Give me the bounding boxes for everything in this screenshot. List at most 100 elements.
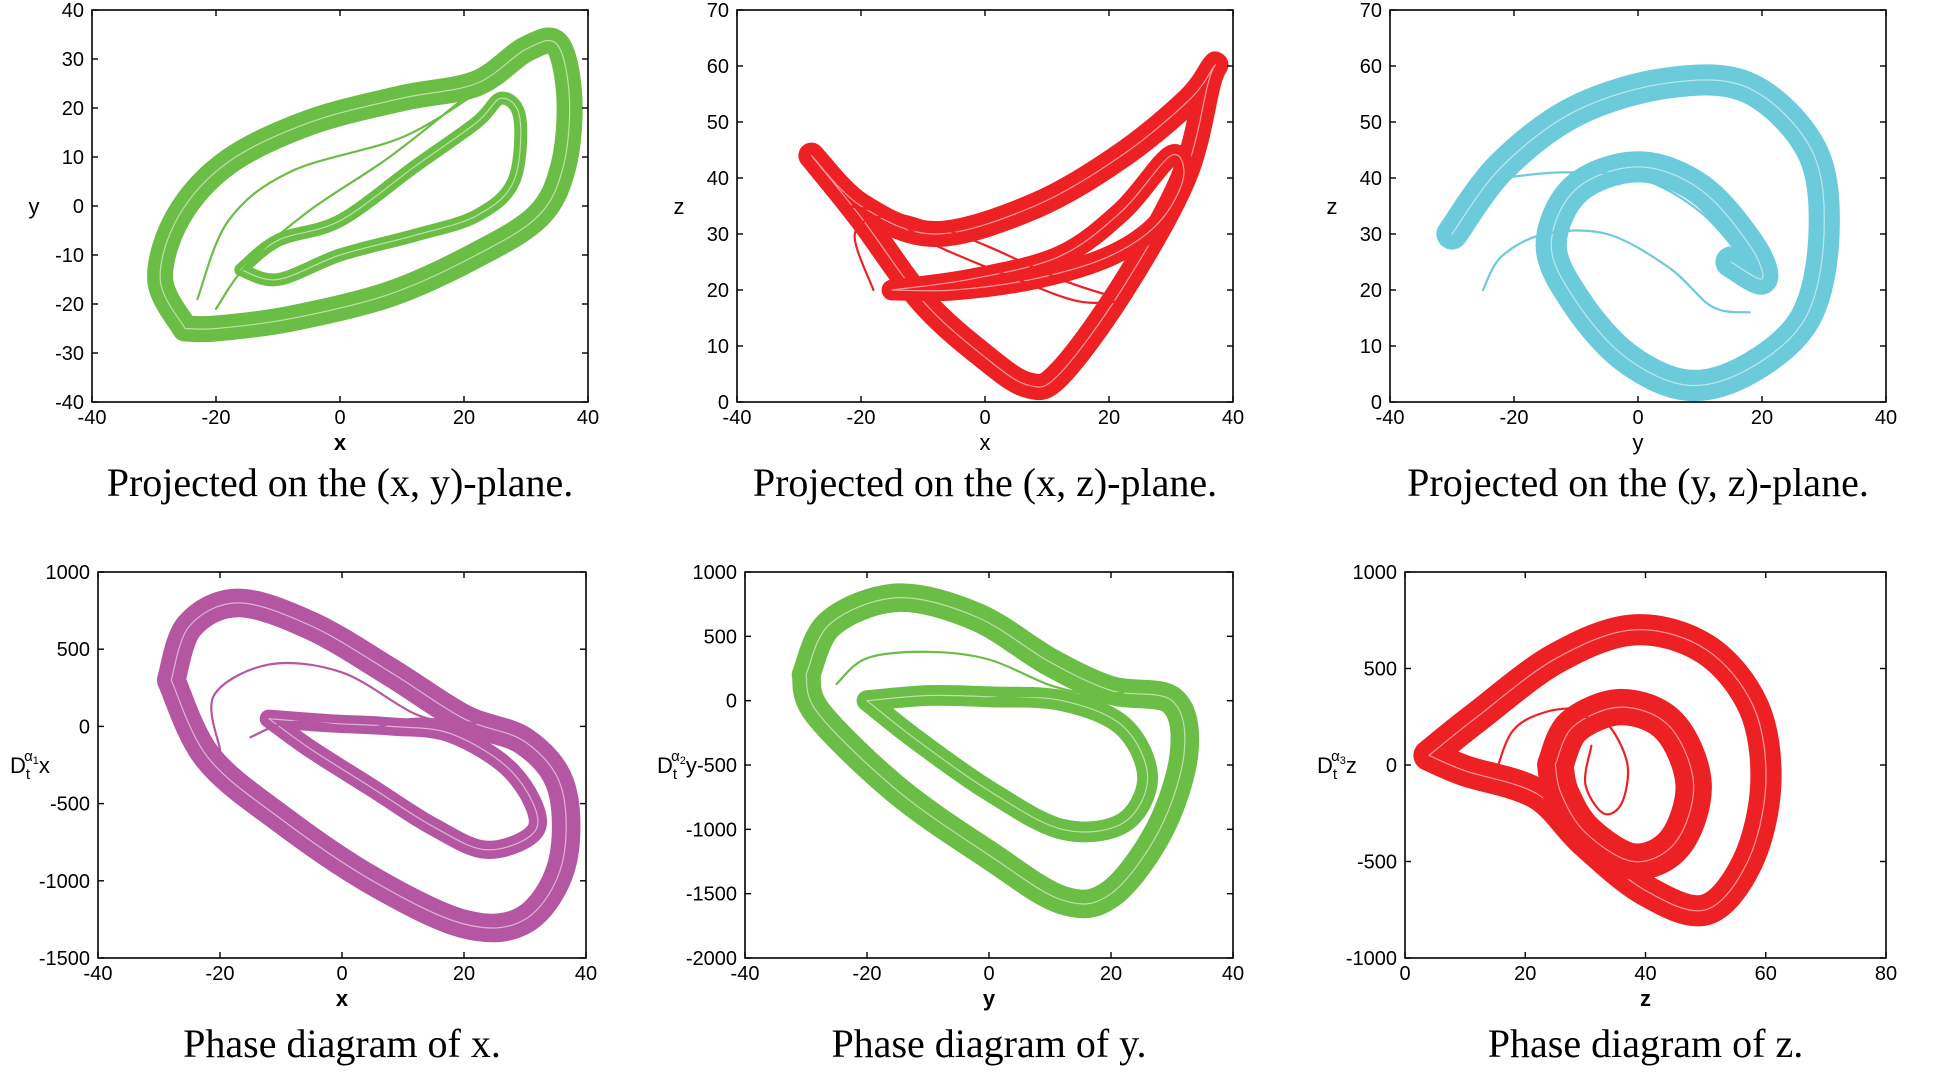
x-tick-label: 20: [1098, 407, 1120, 429]
y-tick-label: 70: [707, 0, 729, 22]
x-axis-label: x: [336, 986, 349, 1011]
y-tick-label: 30: [62, 49, 84, 71]
x-tick-label: -40: [1376, 407, 1405, 429]
y-tick-label: -20: [55, 294, 84, 316]
y-tick-label: 500: [1364, 659, 1397, 681]
attractor-band-1: [1436, 64, 1840, 402]
attractor-band-gap-1: [810, 64, 1217, 388]
y-axis-label: z: [1327, 194, 1338, 219]
y-tick-label: 40: [1360, 168, 1382, 190]
x-axis-label: y: [983, 986, 996, 1011]
y-axis-label: y: [29, 194, 40, 219]
y-tick-label: 20: [707, 280, 729, 302]
chart-panel-1: -40 -20 0 20 40 -40 -30 -20 -10 0 10 20 30 40 x y Projec…: [29, 0, 600, 505]
panel-caption: Phase diagram of y.: [831, 1021, 1146, 1066]
attractor-band-gap-2: [891, 153, 1185, 292]
y-tick-label: -1500: [686, 884, 737, 906]
x-tick-label: -20: [847, 407, 876, 429]
y-tick-label: 10: [707, 336, 729, 358]
attractor-strand-2: [249, 717, 478, 739]
x-tick-label: 40: [1634, 963, 1656, 985]
attractor-band-gap-1: [159, 39, 571, 330]
y-tick-label: 20: [62, 98, 84, 120]
y-tick-label: 60: [1360, 56, 1382, 78]
x-tick-label: -20: [853, 963, 882, 985]
panel-caption: Phase diagram of x.: [183, 1021, 501, 1066]
y-axis-label: Dtα2y: [657, 748, 697, 783]
y-tick-label: -500: [1357, 852, 1397, 874]
attractor-strand-2: [1494, 706, 1599, 776]
x-tick-label: -20: [1500, 407, 1529, 429]
x-tick-label: 60: [1755, 963, 1777, 985]
x-tick-label: -40: [731, 963, 760, 985]
plot-area: [798, 51, 1229, 401]
attractor-band-1: [1413, 614, 1782, 927]
y-tick-label: -1000: [1346, 948, 1397, 970]
chart-panel-2: -40 -20 0 20 40 0 10 20 30 40 50 60 70 x z Projected on…: [674, 0, 1245, 505]
attractor-strand-1: [1583, 715, 1630, 816]
x-tick-label: -40: [723, 407, 752, 429]
y-tick-label: 1000: [1353, 562, 1398, 584]
x-tick-label: 20: [453, 407, 475, 429]
x-tick-label: 20: [453, 963, 475, 985]
attractor-band-gap-2: [1554, 706, 1695, 863]
y-tick-label: 0: [73, 196, 84, 218]
x-tick-label: 20: [1100, 963, 1122, 985]
y-tick-label: -500: [50, 794, 90, 816]
attractor-strand-2: [878, 691, 1125, 710]
attractor-band-1: [791, 583, 1200, 919]
y-tick-label: 500: [704, 626, 737, 648]
y-axis-label: z: [674, 194, 685, 219]
y-tick-label: 500: [57, 639, 90, 661]
y-tick-label: 10: [1360, 336, 1382, 358]
y-tick-label: 40: [62, 0, 84, 22]
y-tick-label: 30: [707, 224, 729, 246]
attractor-strand-1: [196, 92, 478, 301]
x-tick-label: 0: [1399, 963, 1410, 985]
y-tick-label: 10: [62, 147, 84, 169]
y-tick-label: 30: [1360, 224, 1382, 246]
x-tick-label: 20: [1751, 407, 1773, 429]
y-tick-label: 60: [707, 56, 729, 78]
y-tick-label: -1000: [686, 819, 737, 841]
attractor-band-gap-2: [268, 718, 539, 851]
panel-caption: Projected on the (x, y)-plane.: [107, 460, 574, 505]
attractor-band-gap-1: [805, 597, 1186, 905]
attractor-band-gap-2: [240, 97, 522, 281]
plot-area: [1436, 64, 1840, 402]
y-tick-label: 0: [1386, 755, 1397, 777]
chart-panel-6: 0 20 40 60 80 -1000 -500 0 500 1000 z Dtα3z Phase di…: [1317, 562, 1897, 1066]
chart-panel-3: -40 -20 0 20 40 0 10 20 30 40 50 60 70 y z Projected on…: [1327, 0, 1898, 505]
y-tick-label: 50: [707, 112, 729, 134]
x-axis-label: y: [1633, 430, 1644, 455]
y-tick-label: 1000: [46, 562, 91, 584]
attractor-strand-1: [853, 215, 1123, 304]
x-tick-label: -40: [84, 963, 113, 985]
x-tick-label: 0: [983, 963, 994, 985]
y-tick-label: 0: [726, 691, 737, 713]
plot-area: [147, 27, 583, 343]
chart-panel-5: -40 -20 0 20 40 -2000 -1500 -1000 -500 0 500 1000 y D…: [657, 562, 1244, 1066]
y-tick-label: -30: [55, 343, 84, 365]
panel-caption: Projected on the (y, z)-plane.: [1407, 460, 1869, 505]
x-tick-label: 20: [1514, 963, 1536, 985]
x-tick-label: 0: [979, 407, 990, 429]
x-tick-label: 40: [1222, 407, 1244, 429]
y-tick-label: 1000: [693, 562, 738, 584]
panel-caption: Projected on the (x, z)-plane.: [753, 460, 1217, 505]
chart-panel-4: -40 -20 0 20 40 -1500 -1000 -500 0 500 1000 x Dtα1x P…: [10, 562, 597, 1066]
x-tick-label: 0: [1632, 407, 1643, 429]
x-tick-label: 0: [336, 963, 347, 985]
attractor-strand-2: [1500, 171, 1751, 269]
x-tick-label: 40: [1875, 407, 1897, 429]
y-tick-label: 0: [1371, 392, 1382, 414]
y-tick-label: 70: [1360, 0, 1382, 22]
y-tick-label: 40: [707, 168, 729, 190]
y-tick-label: -2000: [686, 948, 737, 970]
y-tick-label: 50: [1360, 112, 1382, 134]
x-axis-label: x: [980, 430, 991, 455]
x-axis-label: z: [1640, 986, 1651, 1011]
y-tick-label: -500: [697, 755, 737, 777]
plot-area: [156, 588, 581, 943]
x-axis-label: x: [334, 430, 347, 455]
